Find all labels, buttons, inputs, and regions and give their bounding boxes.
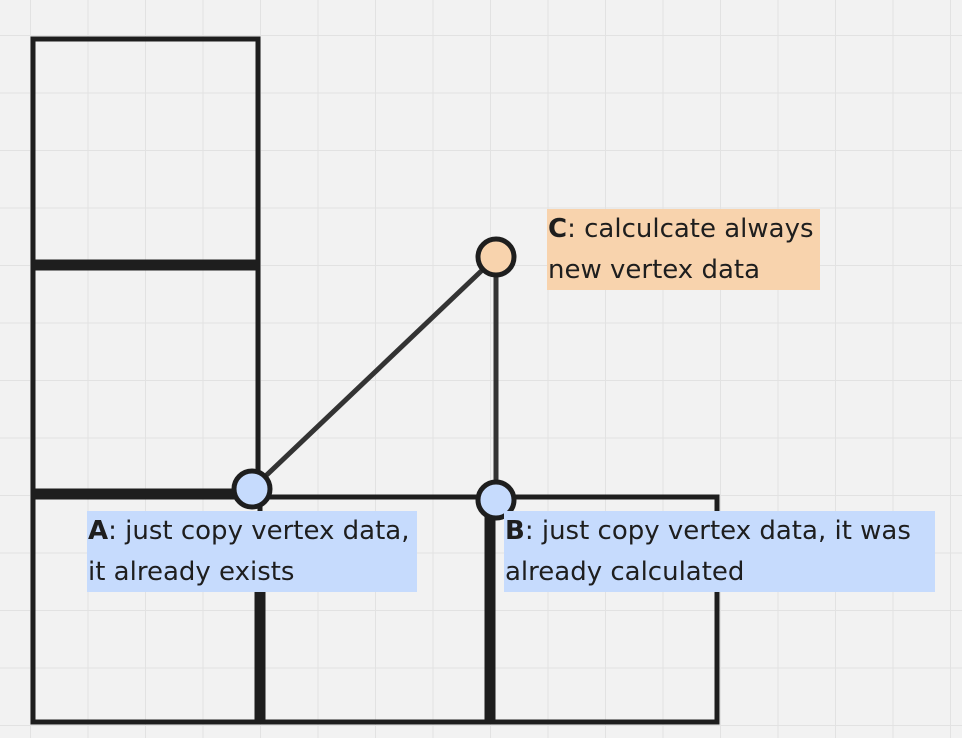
note-a-line1: : just copy vertex data, xyxy=(108,516,410,546)
cell-top-left[interactable] xyxy=(30,36,261,269)
shared-edges xyxy=(33,259,496,722)
connectors xyxy=(250,255,499,500)
sticky-note-a[interactable]: A: just copy vertex data, it already exi… xyxy=(87,511,417,592)
note-c-line1: : calculcate always xyxy=(567,214,814,244)
note-b-line1: : just copy vertex data, it was xyxy=(524,516,911,546)
vertex-a[interactable] xyxy=(231,468,273,510)
vertex-c[interactable] xyxy=(475,236,517,278)
vertex-b[interactable] xyxy=(475,479,517,521)
sticky-note-b[interactable]: B: just copy vertex data, it was already… xyxy=(504,511,935,592)
connector-c-to-a[interactable] xyxy=(250,255,498,491)
note-c-line2: new vertex data xyxy=(548,255,761,285)
note-a-key: A xyxy=(88,516,109,546)
cell-grid xyxy=(30,36,720,725)
sticky-note-c[interactable]: C: calculcate always new vertex data xyxy=(547,209,820,290)
note-c-key: C xyxy=(548,214,568,244)
cell-middle-left[interactable] xyxy=(30,263,261,498)
note-b-line2: already calculated xyxy=(505,557,745,587)
note-a-line2: it already exists xyxy=(88,557,295,587)
note-b-key: B xyxy=(505,516,525,546)
